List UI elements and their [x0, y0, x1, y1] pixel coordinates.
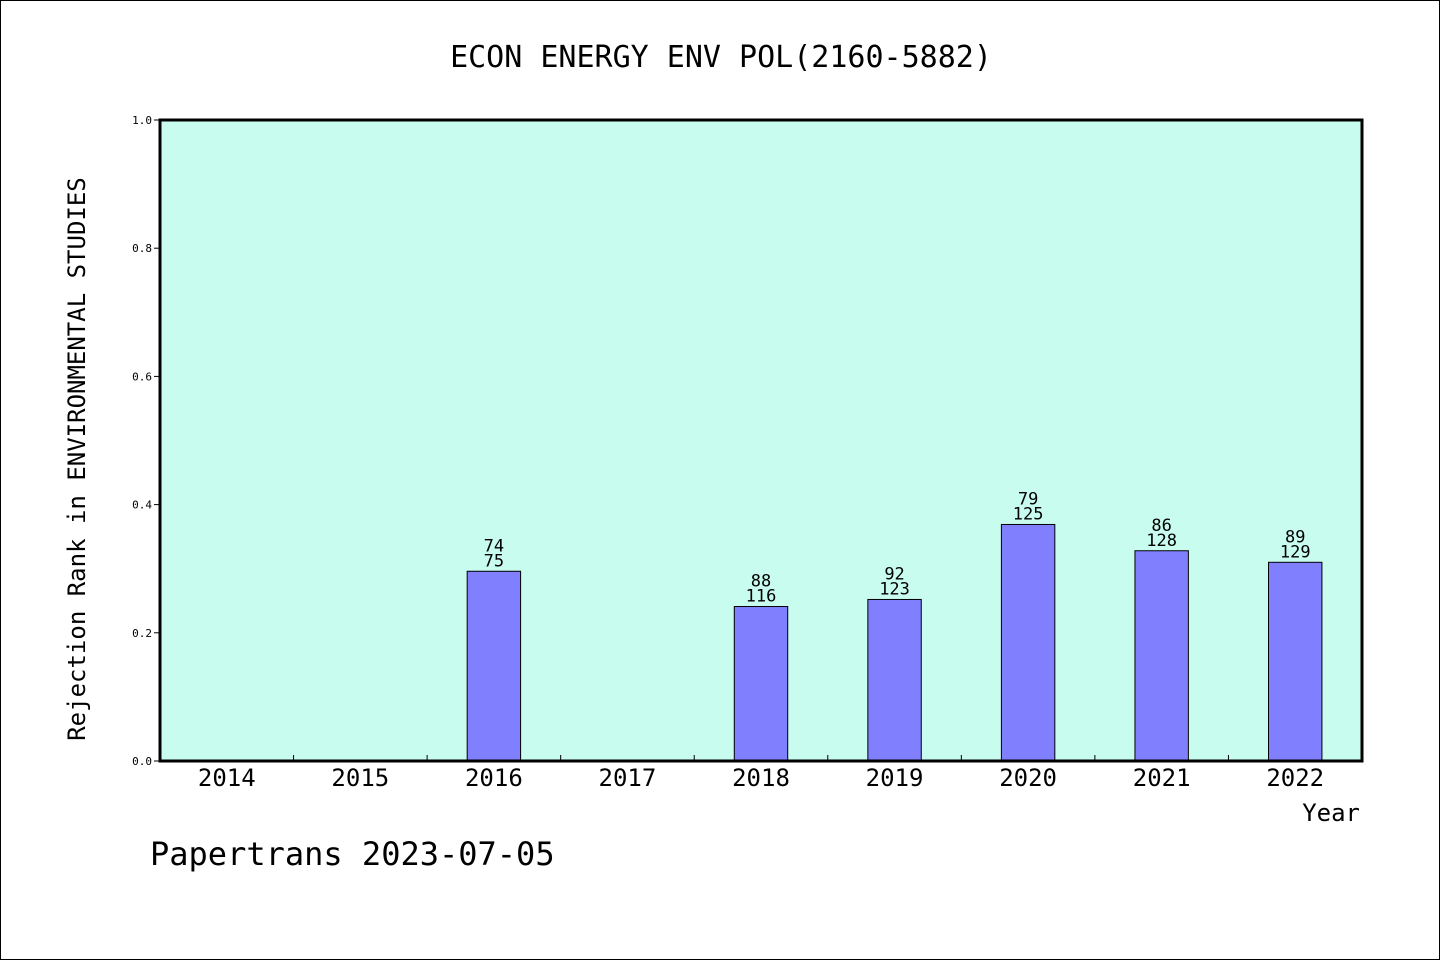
- x-tick-label: 2021: [1133, 764, 1191, 792]
- y-tick-label: 1.0: [132, 114, 152, 127]
- x-tick-label: 2019: [866, 764, 924, 792]
- plot-border: [158, 118, 1364, 763]
- x-axis-ticks: 2014 2015 2016 2017 2018 2019 2020 2021 2022: [198, 755, 1324, 792]
- y-tick-label: 0.6: [132, 370, 152, 383]
- bar-label-top: 89: [1285, 527, 1305, 547]
- x-tick-label: 2017: [599, 764, 657, 792]
- bar-2022: [1268, 561, 1323, 762]
- y-tick-label: 0.2: [132, 627, 152, 640]
- chart-title: ECON ENERGY ENV POL(2160-5882): [450, 40, 992, 75]
- bar-label-bottom: 116: [746, 587, 777, 607]
- bar-label-top: 79: [1018, 489, 1038, 509]
- x-tick-label: 2014: [198, 764, 256, 792]
- bar-label-bottom: 123: [879, 579, 910, 599]
- y-tick-label: 0.4: [132, 499, 152, 512]
- bar-label-top: 88: [751, 572, 771, 592]
- x-tick-label: 2018: [732, 764, 790, 792]
- y-tick-label: 0.0: [132, 755, 152, 768]
- bar-2020: [1000, 523, 1056, 762]
- bar-label-top: 86: [1151, 516, 1171, 536]
- x-tick-label: 2015: [331, 764, 389, 792]
- x-tick-label: 2020: [999, 764, 1057, 792]
- bar-2016: [466, 570, 522, 762]
- footer-credit: Papertrans 2023-07-05: [150, 835, 555, 873]
- y-axis-ticks: 0.0 0.2 0.4 0.6 0.8 1.0: [132, 114, 161, 768]
- y-tick-label: 0.8: [132, 242, 152, 255]
- bar-label-bottom: 128: [1146, 531, 1177, 551]
- bar-2018: [733, 606, 789, 762]
- bar-label-top: 74: [484, 536, 504, 556]
- x-axis-label: Year: [1302, 799, 1360, 827]
- bars-group: [466, 523, 1323, 762]
- x-tick-label: 2016: [465, 764, 523, 792]
- bar-label-bottom: 125: [1013, 504, 1044, 524]
- bar-2019: [867, 598, 922, 762]
- bar-label-bottom: 129: [1280, 542, 1311, 562]
- y-axis-label: Rejection Rank in ENVIRONMENTAL STUDIES: [63, 177, 91, 741]
- bar-label-bottom: 75: [484, 551, 504, 571]
- bar-label-top: 92: [884, 564, 904, 584]
- bar-2021: [1134, 550, 1189, 762]
- x-tick-label: 2022: [1266, 764, 1324, 792]
